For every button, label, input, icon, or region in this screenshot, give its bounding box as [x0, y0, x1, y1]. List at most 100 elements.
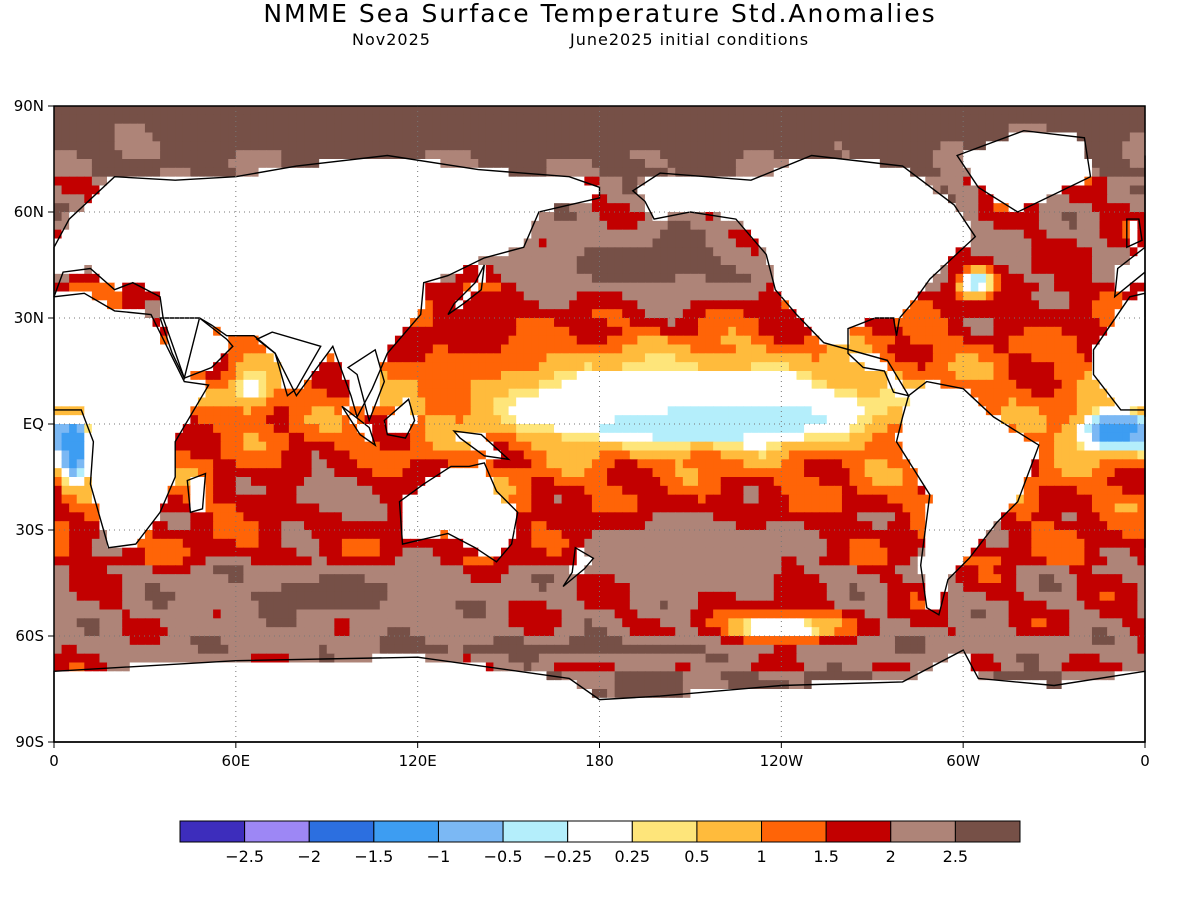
heatmap-cell	[364, 132, 373, 142]
heatmap-cell	[258, 344, 267, 354]
heatmap-cell	[1046, 194, 1055, 204]
heatmap-cell	[546, 167, 555, 178]
heatmap-cell	[99, 247, 108, 257]
heatmap-cell	[1129, 273, 1139, 284]
heatmap-cell	[781, 167, 790, 178]
heatmap-cell	[1061, 344, 1070, 354]
heatmap-cell	[781, 132, 790, 142]
heatmap-cell	[501, 238, 510, 248]
heatmap-cell	[1099, 141, 1108, 151]
heatmap-cell	[470, 273, 479, 284]
heatmap-cell	[894, 229, 904, 240]
heatmap-cell	[902, 265, 911, 275]
heatmap-cell	[607, 212, 616, 222]
heatmap-cell	[349, 291, 358, 301]
heatmap-cell	[963, 273, 972, 284]
heatmap-cell	[841, 265, 851, 275]
heatmap-cell	[811, 106, 820, 116]
heatmap-cell	[682, 106, 692, 116]
heatmap-cell	[440, 282, 449, 293]
heatmap-cell	[955, 326, 964, 337]
heatmap-cell	[440, 309, 449, 319]
heatmap-cell	[478, 406, 487, 416]
heatmap-cell	[372, 106, 381, 116]
heatmap-cell	[349, 273, 358, 284]
heatmap-cell	[925, 229, 934, 240]
heatmap-cell	[887, 247, 896, 257]
heatmap-cell	[167, 362, 176, 372]
heatmap-cell	[1107, 159, 1116, 169]
heatmap-cell	[576, 141, 585, 151]
heatmap-cell	[1076, 397, 1085, 407]
heatmap-cell	[250, 150, 260, 160]
heatmap-cell	[781, 388, 790, 399]
heatmap-cell	[652, 106, 661, 116]
heatmap-cell	[743, 291, 752, 301]
heatmap-cell	[902, 106, 911, 116]
heatmap-cell	[122, 229, 131, 240]
heatmap-cell	[826, 203, 835, 213]
heatmap-cell	[296, 150, 305, 160]
heatmap-cell	[788, 229, 798, 240]
heatmap-cell	[622, 344, 631, 354]
heatmap-cell	[735, 371, 745, 381]
heatmap-cell	[872, 238, 881, 248]
heatmap-cell	[682, 212, 692, 222]
heatmap-cell	[152, 150, 161, 160]
heatmap-cell	[584, 212, 593, 222]
heatmap-cell	[978, 106, 987, 116]
heatmap-cell	[394, 273, 404, 284]
heatmap-cell	[743, 106, 752, 116]
heatmap-cell	[379, 167, 388, 178]
heatmap-cell	[766, 291, 775, 301]
heatmap-cell	[1001, 220, 1010, 231]
heatmap-cell	[1069, 229, 1078, 240]
heatmap-cell	[902, 114, 911, 125]
heatmap-cell	[819, 326, 828, 337]
heatmap-cell	[1031, 106, 1040, 116]
heatmap-cell	[175, 326, 184, 337]
heatmap-cell	[114, 353, 123, 363]
heatmap-cell	[220, 220, 229, 231]
heatmap-cell	[690, 362, 699, 372]
heatmap-cell	[61, 282, 70, 293]
heatmap-cell	[940, 203, 949, 213]
heatmap-cell	[501, 114, 510, 125]
heatmap-cell	[735, 406, 745, 416]
heatmap-cell	[879, 256, 889, 266]
heatmap-cell	[1122, 397, 1131, 407]
heatmap-cell	[1091, 150, 1101, 160]
heatmap-cell	[713, 238, 722, 248]
heatmap-cell	[410, 335, 419, 346]
heatmap-cell	[932, 256, 942, 266]
heatmap-cell	[1122, 212, 1131, 222]
heatmap-cell	[554, 326, 563, 337]
heatmap-cell	[841, 282, 851, 293]
heatmap-cell	[372, 114, 381, 125]
heatmap-cell	[629, 238, 638, 248]
heatmap-cell	[1114, 150, 1123, 160]
heatmap-cell	[629, 282, 638, 293]
heatmap-cell	[1076, 247, 1085, 257]
heatmap-cell	[1016, 353, 1025, 363]
heatmap-cell	[614, 256, 623, 266]
heatmap-cell	[1114, 212, 1123, 222]
heatmap-cell	[985, 379, 995, 390]
heatmap-cell	[107, 353, 116, 363]
heatmap-cell	[963, 397, 972, 407]
heatmap-cell	[978, 344, 987, 354]
heatmap-cell	[1076, 167, 1085, 178]
heatmap-cell	[1023, 309, 1032, 319]
heatmap-cell	[879, 114, 889, 125]
heatmap-cell	[190, 326, 199, 337]
heatmap-cell	[796, 318, 805, 328]
heatmap-cell	[228, 309, 237, 319]
heatmap-cell	[1129, 397, 1139, 407]
heatmap-cell	[985, 185, 995, 195]
heatmap-cell	[175, 397, 184, 407]
heatmap-cell	[1137, 265, 1146, 275]
heatmap-cell	[1137, 167, 1146, 178]
heatmap-cell	[470, 265, 479, 275]
heatmap-cell	[879, 397, 889, 407]
heatmap-cell	[447, 388, 457, 399]
